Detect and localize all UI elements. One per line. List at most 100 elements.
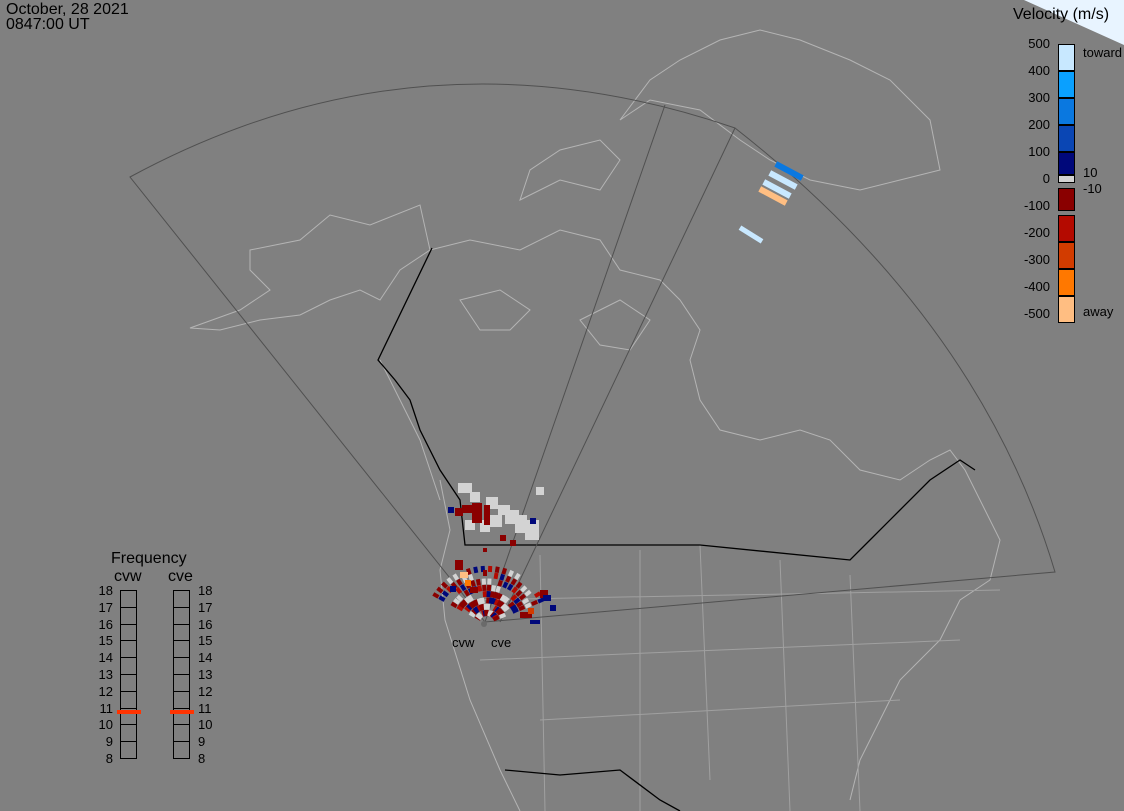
colorbar-gs-lower: -10 (1083, 181, 1102, 196)
velocity-cell (486, 584, 492, 591)
frequency-box-cve (173, 741, 190, 759)
colorbar-segment (1058, 71, 1075, 98)
velocity-cell (506, 583, 514, 591)
frequency-marker-cve (170, 709, 194, 714)
velocity-cell (468, 611, 476, 618)
velocity-cell (461, 599, 469, 607)
velocity-cell (499, 594, 507, 602)
velocity-cell (762, 179, 792, 199)
frequency-tick: 10 (98, 717, 113, 733)
velocity-cell (462, 505, 472, 513)
frequency-tick: 17 (98, 599, 113, 615)
frequency-box-cve (173, 606, 190, 625)
velocity-cell (473, 566, 479, 574)
frequency-tick: 8 (105, 751, 113, 766)
velocity-cell (479, 597, 485, 605)
velocity-cell (490, 515, 502, 527)
frequency-tick: 8 (198, 751, 206, 766)
time-label: 0847:00 UT (6, 16, 90, 33)
velocity-cell (774, 161, 804, 181)
velocity-cell (500, 603, 508, 611)
velocity-cell (502, 581, 509, 589)
velocity-cell (438, 595, 446, 602)
velocity-cell (432, 592, 440, 599)
velocity-cell (470, 580, 476, 587)
colorbar-tick: -100 (1023, 198, 1050, 213)
velocity-cell (520, 585, 528, 593)
velocity-cell (483, 570, 487, 576)
velocity-cell (518, 593, 527, 601)
velocity-cell (536, 487, 544, 495)
colorbar-segment (1058, 152, 1075, 175)
colorbar-toward: toward (1083, 45, 1123, 60)
frequency-tick: 15 (198, 633, 213, 649)
radar-label-cve: cve (491, 635, 512, 650)
velocity-cell (520, 612, 532, 618)
velocity-cell (464, 605, 472, 613)
frequency-box-cve (173, 674, 190, 692)
velocity-cell (441, 590, 450, 598)
velocity-cell (513, 597, 521, 605)
velocity-cell (468, 601, 476, 609)
velocity-cell (493, 598, 500, 606)
velocity-cell (466, 603, 474, 611)
velocity-cell (530, 599, 539, 607)
frequency-box-cve (173, 724, 190, 743)
velocity-cell (510, 578, 518, 586)
velocity-cell (487, 578, 492, 585)
velocity-cell (515, 515, 527, 533)
frequency-tick: 16 (98, 616, 113, 632)
velocity-cell (441, 581, 449, 589)
velocity-cell (477, 585, 483, 592)
frequency-box-cvw (120, 623, 137, 642)
velocity-cell (482, 584, 487, 592)
velocity-cell (491, 585, 497, 592)
velocity-cell (468, 574, 474, 581)
velocity-cell (465, 580, 471, 586)
velocity-cell (456, 578, 463, 586)
velocity-cell (459, 584, 467, 592)
velocity-cell (476, 612, 484, 620)
frequency-box-cvw (120, 657, 137, 675)
frequency-tick: 16 (198, 616, 213, 632)
velocity-cell (472, 503, 482, 523)
velocity-cell (458, 483, 472, 493)
national-borders (377, 247, 976, 811)
frequency-box-cve (173, 590, 190, 608)
velocity-cell (509, 604, 518, 611)
colorbar-segment (1058, 44, 1075, 71)
frequency-tick: 12 (198, 683, 213, 699)
velocity-cell (481, 578, 487, 585)
velocity-cell (470, 492, 480, 502)
radar-label-cvw: cvw (452, 635, 475, 650)
velocity-cell (505, 575, 512, 583)
velocity-cell (489, 591, 495, 598)
colorbar-tick: -500 (1023, 306, 1050, 321)
frequency-box-cvw (120, 724, 137, 743)
colorbar-tick: 500 (1028, 36, 1050, 51)
colorbar-tick: 0 (1042, 171, 1050, 186)
velocity-cell (493, 572, 499, 580)
velocity-cell (497, 579, 503, 587)
colorbar-segment (1058, 296, 1075, 323)
frequency-tick: 13 (98, 667, 113, 682)
frequency-box-cvw (120, 640, 137, 659)
velocity-cell (482, 591, 488, 598)
frequency-box-cve (173, 640, 190, 659)
date-label: October, 28 2021 (6, 1, 129, 18)
colorbar-gs-upper: 10 (1083, 165, 1098, 180)
colorbar-tick: 400 (1028, 63, 1050, 78)
velocity-cell (524, 589, 532, 597)
frequency-tick: 18 (198, 583, 213, 598)
velocity-cell (495, 585, 501, 593)
velocity-cell (436, 586, 444, 594)
velocity-cells (432, 161, 804, 624)
radar-site-marker (481, 621, 487, 627)
velocity-cell (507, 569, 515, 578)
velocity-cell (530, 620, 540, 624)
velocity-cell (499, 573, 505, 581)
velocity-cell (528, 608, 534, 614)
velocity-cell (533, 591, 542, 598)
velocity-cell (524, 602, 532, 609)
frequency-tick: 15 (98, 633, 113, 649)
